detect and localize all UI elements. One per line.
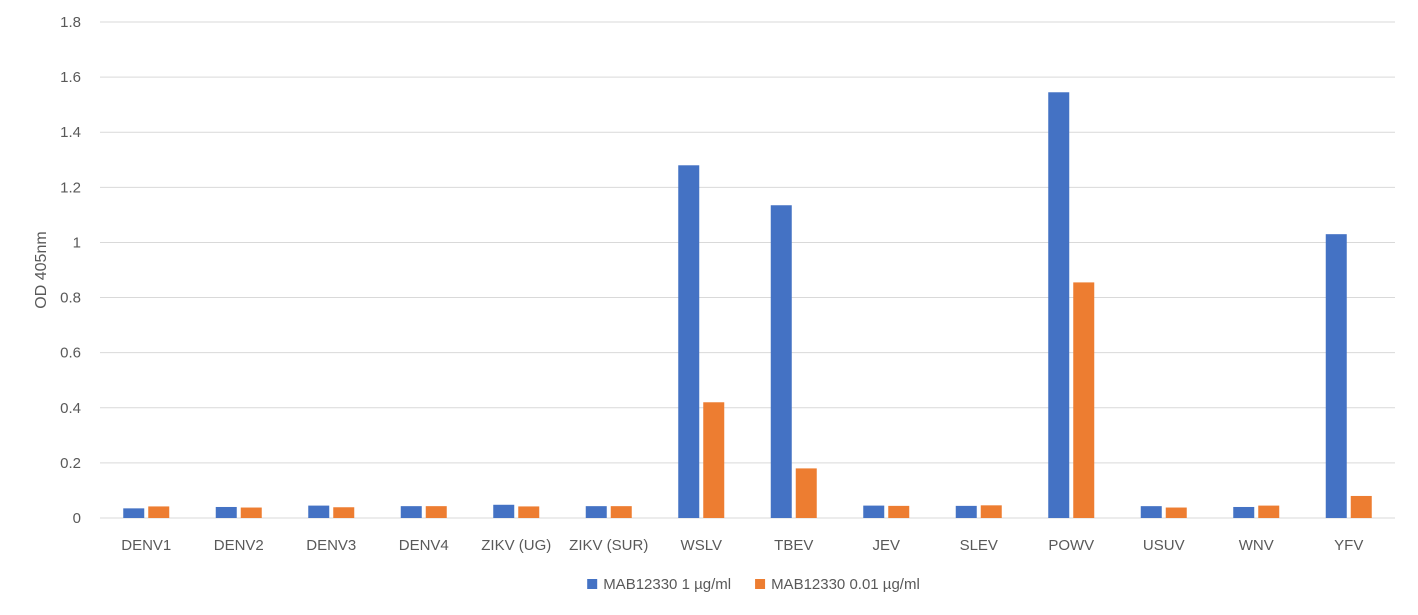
bar[interactable]: [863, 505, 885, 518]
bar[interactable]: [703, 402, 725, 518]
y-axis-title: OD 405nm: [33, 231, 50, 308]
legend[interactable]: MAB12330 1 µg/ml MAB12330 0.01 µg/ml: [587, 576, 920, 593]
x-tick-label: WNV: [1239, 537, 1274, 554]
x-tick-label: ZIKV (SUR): [569, 537, 648, 554]
x-tick-label: YFV: [1334, 537, 1363, 554]
bar[interactable]: [795, 468, 817, 518]
bar[interactable]: [425, 506, 447, 518]
x-tick-label: TBEV: [774, 537, 813, 554]
bar[interactable]: [770, 205, 792, 518]
bar[interactable]: [518, 506, 540, 518]
x-tick-label: SLEV: [960, 537, 998, 554]
y-tick-label: 0.8: [60, 290, 81, 307]
bar[interactable]: [610, 506, 632, 518]
bar[interactable]: [123, 508, 145, 518]
bar[interactable]: [1140, 506, 1162, 518]
x-tick-label: USUV: [1143, 537, 1185, 554]
bar[interactable]: [148, 506, 170, 518]
y-tick-label: 1.6: [60, 69, 81, 86]
bar[interactable]: [1233, 506, 1255, 518]
x-tick-label: WSLV: [681, 537, 722, 554]
bar[interactable]: [308, 505, 330, 518]
bars: [123, 92, 1372, 519]
bar[interactable]: [1048, 92, 1070, 519]
legend-label: MAB12330 0.01 µg/ml: [771, 576, 920, 593]
x-tick-label: JEV: [872, 537, 900, 554]
y-tick-label: 0: [73, 510, 81, 527]
y-tick-label: 1.8: [60, 14, 81, 31]
y-tick-label: 0.2: [60, 455, 81, 472]
x-axis-tick-labels: DENV1 DENV2 DENV3 DENV4 ZIKV (UG) ZIKV (SUR) W…: [121, 537, 1363, 554]
y-tick-label: 0.6: [60, 345, 81, 362]
bar[interactable]: [1165, 507, 1187, 518]
y-tick-label: 0.4: [60, 400, 81, 417]
x-tick-label: DENV4: [399, 537, 449, 554]
bar[interactable]: [955, 505, 977, 518]
bar[interactable]: [980, 505, 1002, 518]
legend-swatch: [587, 579, 598, 589]
x-tick-label: DENV3: [306, 537, 356, 554]
bar[interactable]: [493, 504, 515, 518]
bar[interactable]: [1350, 495, 1372, 518]
bar[interactable]: [585, 506, 607, 518]
x-tick-label: POWV: [1048, 537, 1094, 554]
bar[interactable]: [888, 505, 910, 518]
bar[interactable]: [1325, 234, 1347, 518]
y-axis-tick-labels: 0 0.2 0.4 0.6 0.8 1 1.2 1.4 1.6 1.8: [60, 14, 81, 527]
bar[interactable]: [1073, 282, 1095, 518]
x-tick-label: DENV2: [214, 537, 264, 554]
legend-swatch: [755, 579, 766, 589]
gridlines: [100, 21, 1395, 519]
y-tick-label: 1: [73, 234, 81, 251]
bar[interactable]: [678, 165, 700, 519]
bar[interactable]: [333, 507, 355, 518]
bar[interactable]: [240, 507, 262, 518]
y-tick-label: 1.4: [60, 124, 81, 141]
x-tick-label: DENV1: [121, 537, 171, 554]
x-tick-label: ZIKV (UG): [481, 537, 551, 554]
bar[interactable]: [1258, 505, 1280, 518]
bar[interactable]: [400, 506, 422, 518]
legend-label: MAB12330 1 µg/ml: [603, 576, 731, 593]
y-tick-label: 1.2: [60, 179, 81, 196]
bar[interactable]: [215, 506, 237, 518]
